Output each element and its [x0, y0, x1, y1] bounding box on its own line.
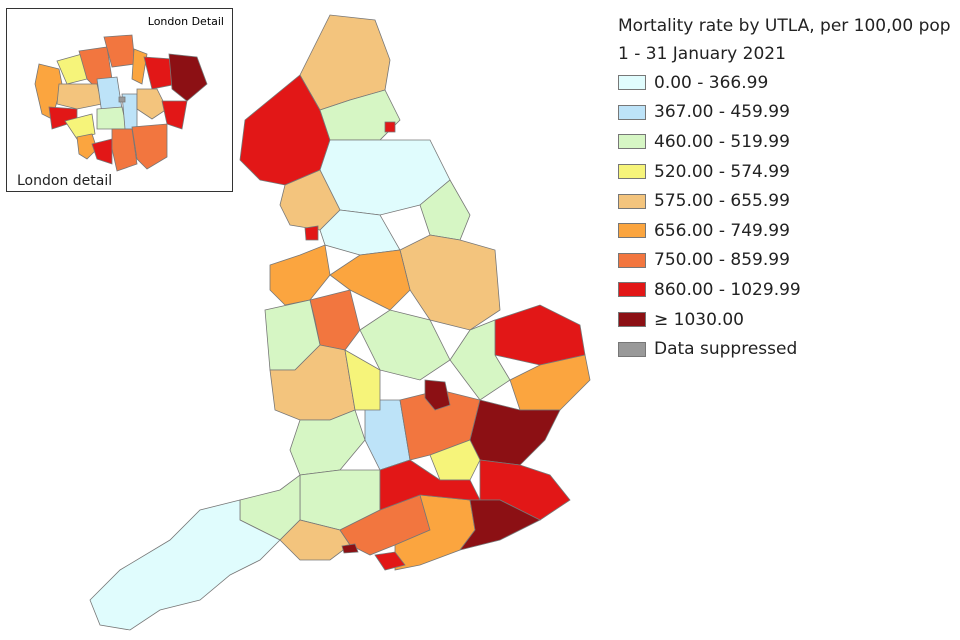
legend-item: 750.00 - 859.99 [618, 246, 951, 276]
region[interactable] [459, 499, 541, 551]
region[interactable] [509, 354, 591, 411]
region[interactable] [136, 88, 168, 120]
region[interactable] [429, 439, 481, 481]
region[interactable] [111, 128, 138, 172]
region[interactable] [269, 244, 331, 306]
inset-title: London Detail [147, 15, 224, 28]
legend-item: 367.00 - 459.99 [618, 98, 951, 128]
region[interactable] [449, 319, 511, 401]
region[interactable] [341, 543, 359, 554]
region[interactable] [131, 123, 168, 170]
legend-label: 460.00 - 519.99 [654, 131, 790, 152]
legend-label: ≥ 1030.00 [654, 309, 744, 330]
legend-label: 520.00 - 574.99 [654, 161, 790, 182]
london-inset: London Detail London detail [6, 8, 233, 192]
legend-item: 860.00 - 1029.99 [618, 275, 951, 305]
region[interactable] [76, 133, 98, 160]
region[interactable] [384, 121, 396, 133]
region[interactable] [91, 138, 113, 165]
legend-item: 460.00 - 519.99 [618, 127, 951, 157]
legend-item: 656.00 - 749.99 [618, 216, 951, 246]
legend-swatch [618, 75, 646, 91]
region[interactable] [56, 83, 103, 110]
legend-item: 575.00 - 655.99 [618, 186, 951, 216]
legend-title: Mortality rate by UTLA, per 100,00 pop [618, 16, 951, 36]
legend-item: 520.00 - 574.99 [618, 157, 951, 187]
legend-item: ≥ 1030.00 [618, 305, 951, 335]
region[interactable] [131, 48, 148, 85]
map-regions [89, 14, 591, 631]
legend-label: 860.00 - 1029.99 [654, 279, 801, 300]
region[interactable] [399, 234, 501, 331]
region[interactable] [96, 106, 128, 130]
legend-label: 750.00 - 859.99 [654, 250, 790, 271]
legend-subtitle: 1 - 31 January 2021 [618, 44, 786, 64]
region[interactable] [374, 551, 406, 571]
region[interactable] [168, 53, 208, 102]
legend-swatch [618, 134, 646, 150]
region-suppressed[interactable] [118, 96, 126, 103]
region[interactable] [289, 409, 366, 476]
legend-label: 656.00 - 749.99 [654, 220, 790, 241]
london-map [34, 34, 208, 172]
legend-item: 0.00 - 366.99 [618, 68, 951, 98]
legend-swatch [618, 282, 646, 298]
region[interactable] [161, 100, 188, 130]
region[interactable] [64, 113, 96, 140]
legend-item: Data suppressed [618, 334, 951, 364]
legend-swatch [618, 341, 646, 357]
legend-label: 575.00 - 655.99 [654, 191, 790, 212]
legend-swatch [618, 223, 646, 239]
region[interactable] [344, 349, 381, 411]
legend-swatch [618, 104, 646, 120]
region[interactable] [419, 179, 471, 241]
region[interactable] [469, 399, 561, 466]
legend: Mortality rate by UTLA, per 100,00 pop 1… [618, 12, 951, 364]
legend-swatch [618, 193, 646, 209]
region[interactable] [89, 499, 281, 631]
legend-label: Data suppressed [654, 339, 798, 360]
legend-swatch [618, 164, 646, 180]
region[interactable] [304, 225, 319, 241]
legend-label: 0.00 - 366.99 [654, 72, 769, 93]
legend-swatch [618, 312, 646, 328]
region[interactable] [424, 379, 451, 411]
region[interactable] [494, 304, 586, 366]
legend-swatch [618, 252, 646, 268]
inset-label: London detail [17, 173, 113, 189]
legend-label: 367.00 - 459.99 [654, 102, 790, 123]
